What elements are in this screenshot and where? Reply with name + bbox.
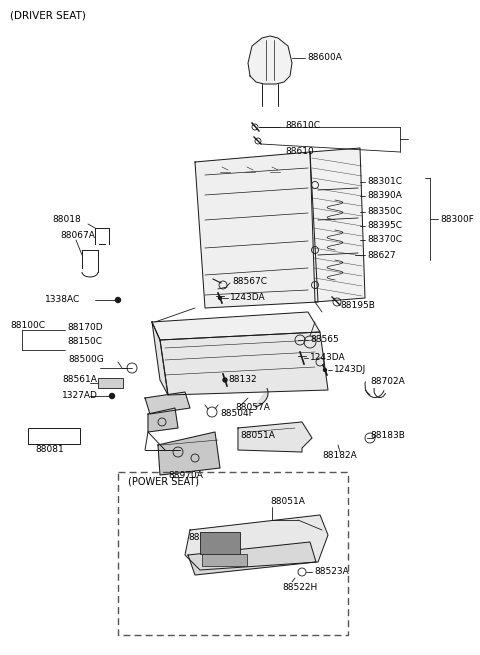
Text: 88350C: 88350C — [367, 208, 402, 217]
Text: 88051A: 88051A — [240, 432, 275, 441]
Text: (POWER SEAT): (POWER SEAT) — [128, 477, 199, 487]
Polygon shape — [160, 332, 328, 395]
Circle shape — [324, 369, 326, 371]
Text: 88600A: 88600A — [307, 54, 342, 62]
Polygon shape — [310, 148, 365, 302]
Circle shape — [116, 297, 120, 303]
Text: 88051A: 88051A — [270, 498, 305, 506]
Text: 88610C: 88610C — [285, 121, 320, 130]
Text: 88521A: 88521A — [188, 534, 223, 542]
Text: 88561A: 88561A — [62, 375, 97, 384]
Text: 88567C: 88567C — [232, 278, 267, 286]
Text: 88500G: 88500G — [68, 356, 104, 364]
Text: 88132: 88132 — [228, 375, 257, 384]
Polygon shape — [185, 515, 328, 570]
Text: 1243DA: 1243DA — [310, 354, 346, 362]
Polygon shape — [238, 422, 312, 452]
Polygon shape — [148, 408, 178, 432]
Circle shape — [218, 297, 221, 299]
Text: 88702A: 88702A — [370, 377, 405, 386]
Bar — [118, 472, 348, 635]
Circle shape — [109, 394, 115, 398]
Text: 1338AC: 1338AC — [45, 295, 80, 305]
Polygon shape — [188, 542, 316, 575]
Text: 88057A: 88057A — [235, 403, 270, 413]
Text: 88523A: 88523A — [314, 567, 349, 576]
Text: (DRIVER SEAT): (DRIVER SEAT) — [10, 10, 86, 20]
Text: 88067A: 88067A — [60, 231, 95, 240]
Text: 88081: 88081 — [35, 445, 64, 455]
Bar — [200, 532, 240, 554]
Text: 88100C: 88100C — [10, 320, 45, 329]
Polygon shape — [152, 312, 320, 340]
Text: 88395C: 88395C — [367, 221, 402, 231]
Text: 88970A: 88970A — [168, 470, 203, 479]
Text: 88504F: 88504F — [220, 409, 254, 417]
Text: 88301C: 88301C — [367, 178, 402, 187]
Text: 88627: 88627 — [367, 250, 396, 259]
Text: 88300F: 88300F — [440, 214, 474, 223]
Circle shape — [223, 378, 227, 382]
Polygon shape — [158, 432, 220, 475]
Text: 88390A: 88390A — [367, 191, 402, 200]
Text: 88170D: 88170D — [67, 324, 103, 333]
Text: 1243DJ: 1243DJ — [334, 365, 366, 375]
Text: 88565: 88565 — [310, 335, 339, 345]
Text: 88522H: 88522H — [282, 582, 317, 591]
Text: 88183B: 88183B — [370, 432, 405, 441]
Bar — [98, 378, 123, 388]
Polygon shape — [195, 152, 318, 308]
Polygon shape — [248, 36, 292, 84]
Text: 88150C: 88150C — [67, 337, 102, 346]
Polygon shape — [145, 392, 190, 414]
Text: 88370C: 88370C — [367, 236, 402, 244]
Polygon shape — [152, 322, 168, 395]
Text: 88610: 88610 — [285, 147, 314, 157]
Polygon shape — [255, 388, 268, 407]
Text: 88018: 88018 — [52, 215, 81, 225]
Text: 88195B: 88195B — [340, 301, 375, 310]
Bar — [202, 554, 247, 566]
Text: 1243DA: 1243DA — [230, 293, 265, 303]
Text: 88182A: 88182A — [322, 451, 357, 460]
Text: 1327AD: 1327AD — [62, 392, 98, 400]
